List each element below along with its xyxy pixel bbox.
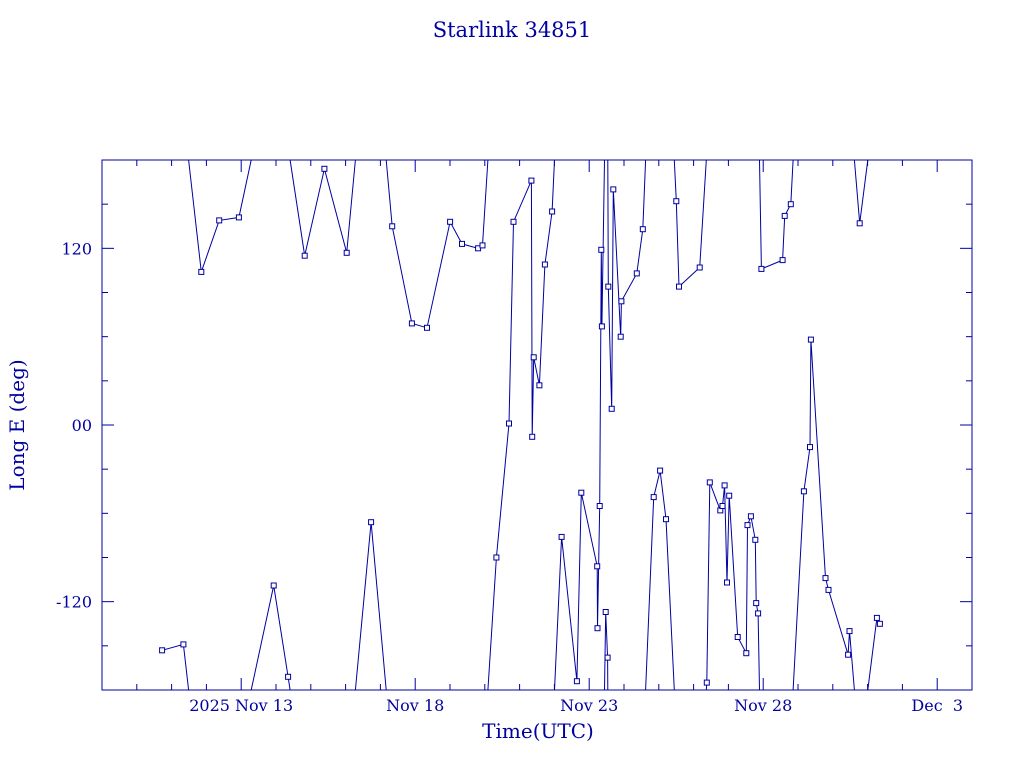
data-point [604,654,611,661]
data-point [696,264,703,271]
data-point [408,320,415,327]
x-tick-labels: 2025 Nov 13 Nov 18 Nov 23 Nov 28 Dec 3 [189,696,963,715]
data-point [779,257,786,264]
data-point [321,165,328,172]
data-point [657,467,664,474]
data-point [510,218,517,225]
data-point [807,336,814,343]
data-point [530,354,537,361]
data-point [301,252,308,259]
data-point [845,651,852,658]
data-point [598,246,605,253]
data-point [549,208,556,215]
data-point [719,503,726,509]
data-point [673,198,680,205]
data-point [605,283,612,290]
data-markers [159,165,883,686]
data-point [617,333,624,340]
data-point [578,489,585,496]
data-point [529,433,536,440]
data-point [650,494,657,501]
data-point [734,634,741,640]
x-tick-label: 2025 Nov 13 [189,696,293,715]
data-point [856,220,863,227]
data-point [541,261,548,268]
data-point [447,218,454,225]
x-tick-label: Nov 28 [734,696,792,715]
data-point [800,488,807,495]
data-point [598,323,605,330]
y-tick-label: 120 [61,239,92,258]
data-point [752,536,759,543]
x-axis-label: Time(UTC) [482,719,594,743]
data-point [528,177,535,184]
data-point [744,522,751,529]
data-point [747,513,754,520]
data-point [703,679,710,686]
data-point [726,492,733,499]
x-tick-label: Dec 3 [911,696,963,715]
chart-title: Starlink 34851 [433,18,592,42]
x-tick-label: Nov 18 [386,696,444,715]
y-tick-labels: 120 00 -120 [56,239,92,611]
data-point [639,226,646,233]
data-point [706,479,713,486]
data-point [493,554,500,561]
data-point [343,249,350,256]
x-tick-label: Nov 23 [560,696,618,715]
data-point [536,382,543,389]
data-point [822,575,829,582]
y-tick-label: -120 [56,593,92,612]
data-point [663,516,669,523]
data-point [506,420,512,427]
data-point [753,600,760,607]
data-point [781,212,788,219]
data-point [721,482,728,489]
data-point [758,265,765,272]
data-point [389,223,396,230]
data-point [594,625,601,632]
data-point [180,641,187,648]
data-point [787,201,794,208]
data-point [594,563,601,570]
y-axis-label: Long E (deg) [5,359,29,490]
axis-ticks [101,159,973,691]
data-point [558,533,565,540]
data-point [610,186,617,193]
data-point [285,673,292,680]
data-point [676,283,682,290]
y-tick-label: 00 [72,416,92,435]
data-point [235,214,242,221]
data-point [198,268,205,275]
data-point [743,650,750,657]
data-point [724,579,730,586]
data-point [596,503,603,509]
data-point [873,614,880,621]
data-point [618,298,625,305]
data-point [479,242,486,249]
plot-frame [101,159,973,691]
data-point [368,519,375,526]
data-point [876,620,883,627]
data-point [459,240,465,247]
series-line [161,159,881,691]
data-point [159,647,166,654]
data-point [216,217,223,224]
data-point [755,610,762,617]
data-point [424,324,430,331]
data-point [608,405,615,412]
data-point [825,586,832,593]
data-point [633,270,640,277]
data-point [270,582,277,589]
data-point [602,609,609,615]
data-point [846,628,853,635]
data-point [573,678,580,685]
data-point [807,444,813,451]
